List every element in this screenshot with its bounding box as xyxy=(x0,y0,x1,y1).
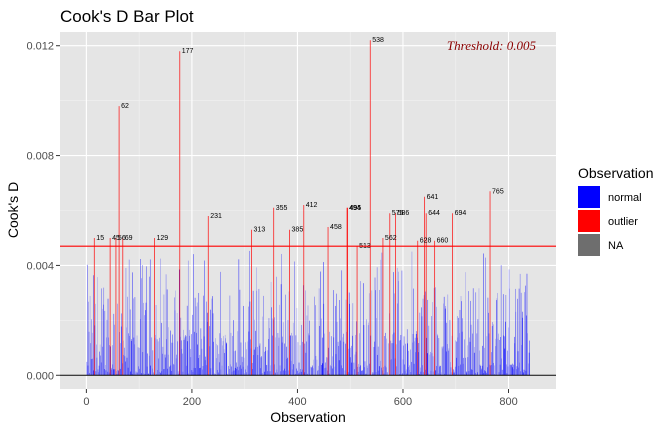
outlier-label: 177 xyxy=(182,48,194,55)
legend: Observation normal outlier NA xyxy=(578,165,653,256)
outlier-label: 562 xyxy=(385,235,397,242)
outlier-label: 765 xyxy=(492,188,504,195)
outlier-label: 586 xyxy=(398,210,410,217)
major-gridlines xyxy=(60,32,556,389)
y-tick-label: 0.008 xyxy=(26,151,54,163)
outlier-label: 45 xyxy=(112,235,120,242)
outlier-label: 69 xyxy=(125,235,133,242)
outlier-label: 15 xyxy=(96,235,104,242)
minor-gridlines xyxy=(60,32,556,389)
x-tick-label: 200 xyxy=(183,396,201,408)
outlier-label: 644 xyxy=(428,210,440,217)
x-tick-label: 600 xyxy=(394,396,412,408)
y-tick-label: 0.004 xyxy=(26,260,54,272)
x-tick-label: 0 xyxy=(83,396,89,408)
outlier-label: 495 xyxy=(350,205,362,212)
outlier-label: 694 xyxy=(455,210,467,217)
outlier-label: 628 xyxy=(420,238,432,245)
x-axis-ticks: 0 200 400 600 800 xyxy=(83,389,518,408)
legend-title: Observation xyxy=(578,165,653,181)
outlier-label: 129 xyxy=(156,235,168,242)
legend-key-na xyxy=(578,234,600,256)
outlier-label: 313 xyxy=(254,227,266,234)
outlier-label: 641 xyxy=(427,194,439,201)
y-axis-title: Cook's D xyxy=(5,182,21,238)
outlier-label: 412 xyxy=(306,202,318,209)
y-tick-label: 0.000 xyxy=(26,370,54,382)
outlier-label: 62 xyxy=(121,103,129,110)
y-tick-label: 0.012 xyxy=(26,41,54,53)
x-axis-title: Observation xyxy=(270,409,345,425)
outlier-label: 494 xyxy=(349,205,361,212)
legend-key-normal xyxy=(578,186,600,208)
legend-label-normal: normal xyxy=(608,192,642,204)
outlier-label: 56 xyxy=(118,235,126,242)
outlier-label: 660 xyxy=(437,238,449,245)
plot-title: Cook's D Bar Plot xyxy=(60,7,194,26)
threshold-label: Threshold: 0.005 xyxy=(447,38,537,53)
outlier-label: 538 xyxy=(372,37,384,44)
outlier-label: 355 xyxy=(276,205,288,212)
legend-key-outlier xyxy=(578,210,600,232)
legend-label-outlier: outlier xyxy=(608,216,638,228)
bars xyxy=(86,40,530,376)
outlier-label: 575 xyxy=(392,210,404,217)
outlier-label: 458 xyxy=(330,224,342,231)
outlier-label: 231 xyxy=(210,213,222,220)
outlier-label: 385 xyxy=(292,227,304,234)
x-tick-label: 800 xyxy=(499,396,517,408)
legend-label-na: NA xyxy=(608,240,624,252)
y-axis-ticks: 0.000 0.004 0.008 0.012 xyxy=(26,41,60,382)
x-tick-label: 400 xyxy=(288,396,306,408)
